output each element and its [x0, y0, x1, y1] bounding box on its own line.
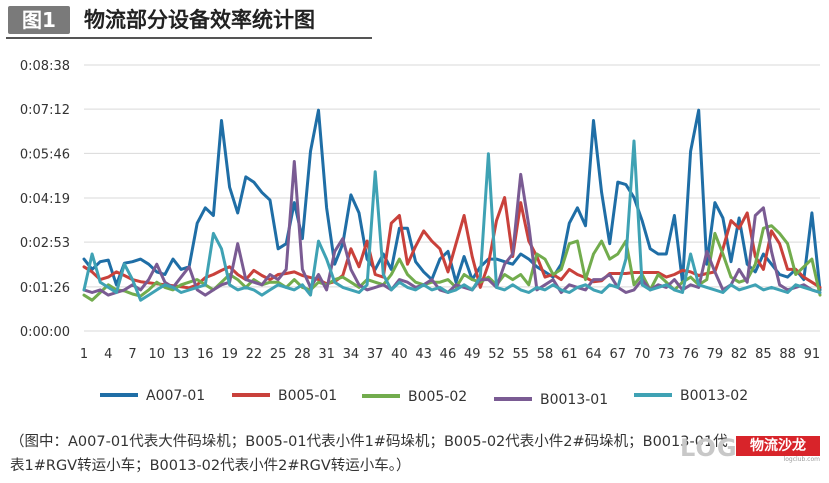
x-tick-label: 10: [149, 347, 166, 362]
y-tick-label: 0:07:12: [20, 103, 70, 118]
figure-title: 物流部分设备效率统计图: [84, 8, 315, 32]
x-tick-label: 61: [561, 347, 578, 362]
series-line-b0013-02: [82, 139, 822, 302]
x-tick-label: 40: [391, 347, 408, 362]
legend-label: A007-01: [146, 388, 205, 404]
figure-number-badge: 图1: [8, 6, 70, 34]
y-tick-label: 0:00:00: [20, 325, 70, 340]
legend-label: B005-02: [408, 389, 467, 405]
x-tick-label: 34: [343, 347, 360, 362]
x-axis-tick-labels: 1 4 7 10 13 16 19 22 25 28 31 34 37 40 43 46 49 52 55 58 61 6…: [80, 347, 820, 362]
y-tick-label: 0:05:46: [20, 147, 70, 162]
x-tick-label: 19: [221, 347, 238, 362]
x-tick-label: 67: [610, 347, 627, 362]
x-tick-label: 88: [779, 347, 796, 362]
x-tick-label: 13: [173, 347, 190, 362]
y-tick-label: 0:01:26: [20, 281, 70, 296]
y-axis-tick-labels: 0:00:00 0:01:26 0:02:53 0:04:19 0:05:46 0:07:…: [20, 59, 70, 340]
series-lines: [82, 108, 822, 302]
figure-header: 图1 物流部分设备效率统计图: [6, 4, 372, 39]
legend-label: B005-01: [278, 388, 337, 404]
x-tick-label: 79: [707, 347, 724, 362]
legend: A007-01 B005-01 B005-02 B0013-01 B0013-02: [100, 388, 748, 408]
figure-caption: （图中：A007-01代表大件码垛机；B005-01代表小件1#码垛机；B005…: [10, 434, 728, 474]
legend-item: A007-01: [100, 388, 205, 404]
series-line-a007-01: [82, 108, 822, 292]
x-tick-label: 52: [488, 347, 505, 362]
x-tick-label: 91: [804, 347, 821, 362]
watermark-logo: LOG 物流沙龙 logclub.com: [680, 434, 825, 466]
x-tick-label: 49: [464, 347, 481, 362]
y-tick-label: 0:02:53: [20, 236, 70, 251]
watermark-log-text: LOG: [680, 434, 738, 462]
x-tick-label: 82: [731, 347, 748, 362]
x-tick-label: 7: [128, 347, 136, 362]
x-tick-label: 37: [367, 347, 384, 362]
legend-item: B005-02: [362, 389, 467, 405]
x-tick-label: 55: [512, 347, 529, 362]
x-tick-label: 1: [80, 347, 88, 362]
x-tick-label: 58: [537, 347, 554, 362]
x-tick-label: 25: [270, 347, 287, 362]
series-line-b0013-01: [82, 160, 822, 297]
x-tick-label: 76: [682, 347, 699, 362]
x-tick-label: 85: [755, 347, 772, 362]
legend-item: B0013-02: [634, 388, 748, 404]
x-tick-label: 22: [246, 347, 263, 362]
line-chart: 0:00:00 0:01:26 0:02:53 0:04:19 0:05:46 0:07:…: [20, 59, 822, 408]
x-tick-label: 64: [585, 347, 602, 362]
x-tick-label: 4: [104, 347, 112, 362]
y-tick-label: 0:08:38: [20, 59, 70, 74]
legend-label: B0013-01: [540, 392, 608, 408]
legend-item: B005-01: [232, 388, 337, 404]
x-tick-label: 31: [318, 347, 335, 362]
x-tick-label: 28: [294, 347, 311, 362]
x-tick-label: 43: [415, 347, 432, 362]
header-rule: [6, 37, 372, 39]
x-tick-label: 46: [440, 347, 457, 362]
watermark-url: logclub.com: [783, 456, 820, 463]
x-tick-label: 70: [634, 347, 651, 362]
y-tick-label: 0:04:19: [20, 192, 70, 207]
watermark-label: 物流沙龙: [736, 436, 820, 456]
x-tick-label: 16: [197, 347, 214, 362]
legend-item: B0013-01: [494, 392, 608, 408]
x-tick-label: 73: [658, 347, 675, 362]
legend-label: B0013-02: [680, 388, 748, 404]
